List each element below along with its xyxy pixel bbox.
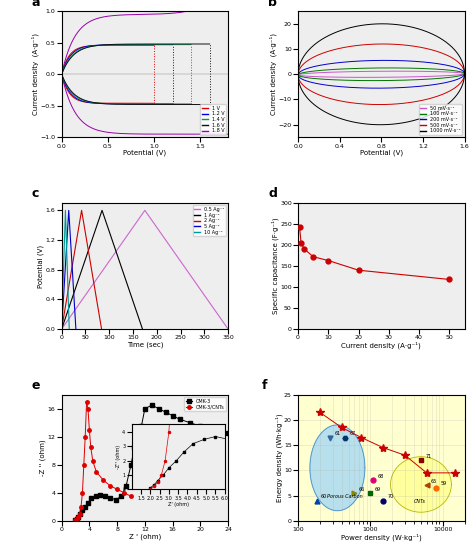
Polygon shape [310,425,365,511]
Text: e: e [32,379,40,392]
Text: f: f [261,379,267,392]
Y-axis label: Current density  (A·g⁻¹): Current density (A·g⁻¹) [31,33,39,115]
Text: a: a [32,0,40,8]
Text: d: d [268,188,277,200]
Text: 66: 66 [359,487,365,492]
Legend: 0.5 Ag⁻¹, 1 Ag⁻¹, 2 Ag⁻¹, 5 Ag⁻¹, 10 Ag⁻¹: 0.5 Ag⁻¹, 1 Ag⁻¹, 2 Ag⁻¹, 5 Ag⁻¹, 10 Ag⁻… [193,206,226,236]
Text: 59: 59 [440,482,446,487]
X-axis label: Potential (V): Potential (V) [123,150,166,156]
Text: 68: 68 [378,474,384,479]
Text: 67: 67 [350,431,356,436]
Text: 61: 61 [335,431,341,436]
Text: 69: 69 [375,487,381,492]
Text: c: c [32,188,39,200]
Legend: CMK-3, CMK-3/CNTs: CMK-3, CMK-3/CNTs [184,397,226,411]
Polygon shape [391,457,451,512]
X-axis label: Power density (W·kg⁻¹): Power density (W·kg⁻¹) [341,534,422,541]
Text: 60: 60 [321,494,327,499]
Text: CNTs: CNTs [414,499,426,504]
X-axis label: Z ' (ohm): Z ' (ohm) [129,534,161,540]
Text: Porous Carbon: Porous Carbon [327,494,363,499]
Y-axis label: Current density  (A·g⁻¹): Current density (A·g⁻¹) [270,33,277,115]
Text: b: b [268,0,277,8]
Text: 71: 71 [425,454,432,459]
Y-axis label: -Z '' (ohm): -Z '' (ohm) [40,440,46,476]
X-axis label: Current density (A·g⁻¹): Current density (A·g⁻¹) [341,342,421,349]
Text: 65: 65 [431,479,438,484]
Y-axis label: Potential (V): Potential (V) [37,244,44,288]
Legend: 50 mV·s⁻¹, 100 mV·s⁻¹, 200 mV·s⁻¹, 500 mV·s⁻¹, 1000 mV·s⁻¹: 50 mV·s⁻¹, 100 mV·s⁻¹, 200 mV·s⁻¹, 500 m… [419,104,462,135]
X-axis label: Time (sec): Time (sec) [127,342,163,348]
Y-axis label: Specific capacitance (F·g⁻¹): Specific capacitance (F·g⁻¹) [271,218,279,314]
Y-axis label: Energy density (Wh·kg⁻¹): Energy density (Wh·kg⁻¹) [275,413,283,502]
X-axis label: Potential (V): Potential (V) [360,150,403,156]
Text: 70: 70 [388,494,394,499]
Legend: 1 V, 1.2 V, 1.4 V, 1.6 V, 1.8 V: 1 V, 1.2 V, 1.4 V, 1.6 V, 1.8 V [201,104,226,135]
